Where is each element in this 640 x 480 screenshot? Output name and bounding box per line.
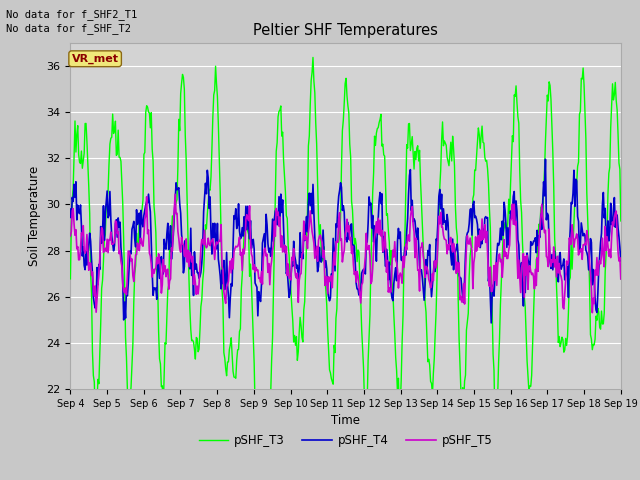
Text: No data for f_SHF_T2: No data for f_SHF_T2 [6,23,131,34]
pSHF_T4 [391,272,399,277]
pSHF_T4 [67,206,74,212]
pSHF_T5 [617,276,625,282]
Line: pSHF_T4: pSHF_T4 [70,159,621,323]
pSHF_T5 [435,213,443,219]
pSHF_T5 [482,240,490,245]
pSHF_T5 [588,310,596,315]
Text: VR_met: VR_met [72,54,118,64]
pSHF_T3 [164,287,172,293]
pSHF_T3 [317,247,325,253]
pSHF_T3 [309,55,317,60]
pSHF_T5 [209,236,217,241]
X-axis label: Time: Time [331,414,360,427]
Legend: pSHF_T3, pSHF_T4, pSHF_T5: pSHF_T3, pSHF_T4, pSHF_T5 [194,430,497,452]
Line: pSHF_T5: pSHF_T5 [70,194,621,312]
Y-axis label: Soil Temperature: Soil Temperature [28,166,41,266]
pSHF_T4 [208,251,216,257]
pSHF_T4 [434,219,442,225]
pSHF_T4 [541,156,549,162]
Line: pSHF_T3: pSHF_T3 [70,58,621,480]
pSHF_T3 [393,368,401,373]
pSHF_T3 [436,184,444,190]
pSHF_T3 [67,276,74,282]
pSHF_T3 [617,218,625,224]
pSHF_T3 [208,146,216,152]
pSHF_T5 [172,192,179,197]
pSHF_T5 [392,257,399,263]
pSHF_T4 [164,220,172,226]
pSHF_T5 [164,266,172,272]
pSHF_T4 [617,258,625,264]
pSHF_T4 [488,320,495,326]
Title: Peltier SHF Temperatures: Peltier SHF Temperatures [253,23,438,38]
Text: No data for f_SHF2_T1: No data for f_SHF2_T1 [6,9,138,20]
pSHF_T4 [316,244,323,250]
pSHF_T4 [481,215,489,221]
pSHF_T3 [483,157,490,163]
pSHF_T5 [67,233,74,239]
pSHF_T5 [317,232,324,238]
